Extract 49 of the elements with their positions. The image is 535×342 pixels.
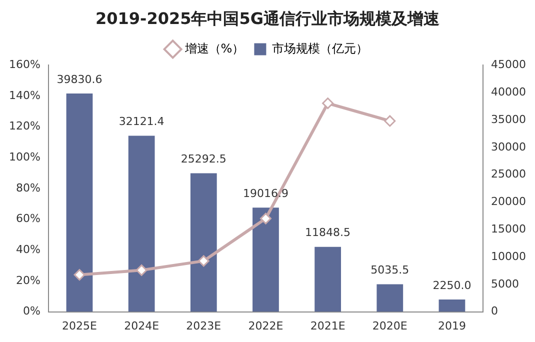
y-tick-label: 60% bbox=[16, 212, 40, 226]
y-tick-label: 0% bbox=[22, 304, 40, 318]
y-tick-label: 80% bbox=[16, 181, 40, 194]
data-label: 2250.0 bbox=[432, 278, 472, 292]
y2-tick-label: 25000 bbox=[491, 168, 526, 181]
data-label: 5035.5 bbox=[370, 264, 410, 277]
y2-tick-label: 45000 bbox=[491, 58, 526, 72]
point bbox=[384, 115, 396, 127]
y2-tick-label: 5000 bbox=[491, 277, 520, 290]
chart-title: 2019-2025年中国5G通信行业市场规模及增速 bbox=[96, 8, 440, 28]
y2-tick-label: 15000 bbox=[491, 222, 526, 236]
y-tick-label: 20% bbox=[16, 274, 40, 287]
bar bbox=[128, 136, 155, 312]
x-tick-label: 2019 bbox=[438, 319, 466, 332]
y2-tick-label: 35000 bbox=[491, 112, 526, 126]
x-tick-label: 2020E bbox=[372, 319, 408, 332]
bar bbox=[66, 94, 93, 312]
bar bbox=[376, 284, 404, 312]
y-tick-label: 100% bbox=[8, 150, 40, 164]
point bbox=[260, 212, 272, 224]
y-tick-label: 160% bbox=[8, 58, 40, 72]
data-label: 25292.5 bbox=[180, 152, 226, 166]
y2-tick-label: 10000 bbox=[491, 250, 526, 263]
legend-label: 增速（%） bbox=[184, 41, 244, 56]
legend-label: 市场规模（亿元） bbox=[272, 41, 368, 56]
y2-tick-label: 30000 bbox=[491, 140, 526, 154]
data-label: 39830.6 bbox=[56, 72, 102, 86]
point bbox=[198, 255, 210, 267]
data-label: 11848.5 bbox=[305, 226, 351, 240]
y-tick-label: 40% bbox=[16, 243, 40, 256]
bar bbox=[438, 299, 466, 312]
x-tick-label: 2022E bbox=[248, 319, 284, 332]
x-tick-label: 2021E bbox=[310, 319, 346, 332]
point bbox=[136, 264, 148, 276]
point bbox=[322, 98, 334, 110]
bar bbox=[190, 173, 217, 312]
x-tick-label: 2023E bbox=[186, 319, 222, 332]
y-tick-label: 140% bbox=[8, 88, 40, 102]
x-tick-label: 2025E bbox=[62, 319, 98, 332]
y2-tick-label: 0 bbox=[491, 304, 498, 318]
y-tick-label: 120% bbox=[8, 120, 40, 133]
x-tick-label: 2024E bbox=[124, 319, 160, 332]
data-label: 32121.4 bbox=[118, 115, 164, 128]
data-label: 19016.9 bbox=[242, 186, 288, 200]
bar bbox=[314, 246, 341, 312]
y2-tick-label: 20000 bbox=[491, 195, 526, 208]
y2-tick-label: 40000 bbox=[491, 85, 526, 98]
point bbox=[74, 269, 86, 281]
bar bbox=[252, 208, 279, 312]
